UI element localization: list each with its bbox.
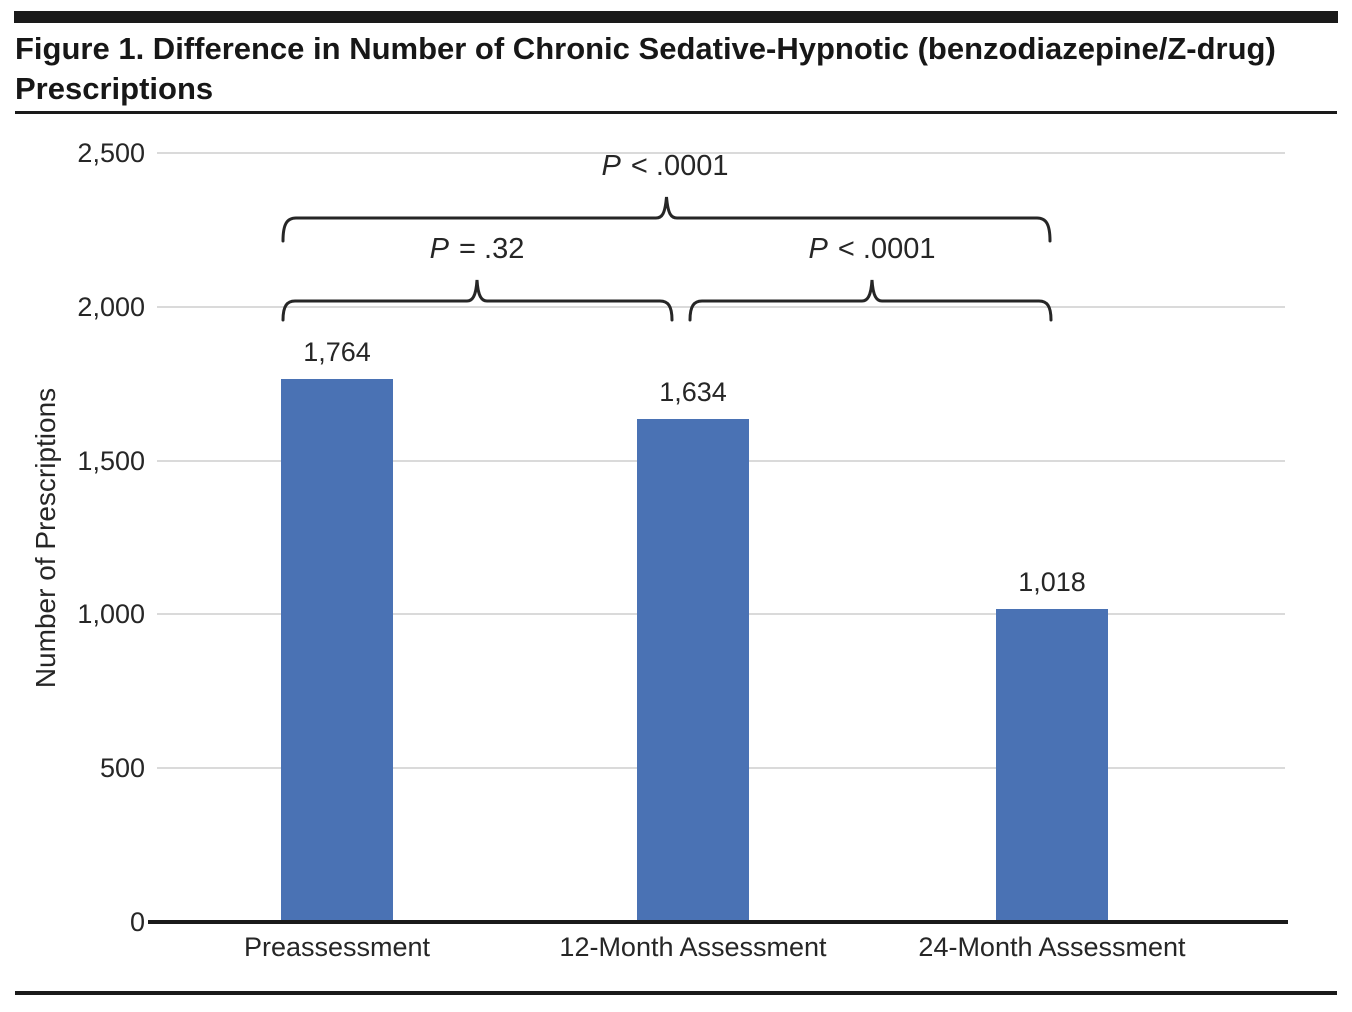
p-value-pre-vs-12mo: P = .32 xyxy=(429,233,525,265)
y-tick-label: 500 xyxy=(99,753,145,784)
bracket-12mo-vs-24mo xyxy=(688,279,1053,322)
gridline xyxy=(157,152,1285,154)
p-value-12mo-vs-24mo: P < .0001 xyxy=(808,233,936,265)
bar-1 xyxy=(281,379,393,922)
y-tick-label: 1,000 xyxy=(77,599,145,630)
bar-3 xyxy=(996,608,1108,922)
x-axis-line xyxy=(148,920,1288,924)
bar-2 xyxy=(637,419,749,922)
y-tick-label: 1,500 xyxy=(77,445,145,476)
bracket-overall xyxy=(281,196,1052,243)
x-category-label: 24-Month Assessment xyxy=(918,932,1186,962)
figure-title: Figure 1. Difference in Number of Chroni… xyxy=(15,31,1276,106)
top-rule xyxy=(14,11,1338,23)
x-category-label: 12-Month Assessment xyxy=(559,932,827,962)
y-tick-label: 2,000 xyxy=(77,291,145,322)
gridline xyxy=(157,305,1285,308)
y-tick-label: 2,500 xyxy=(77,138,145,168)
p-value-overall: P < .0001 xyxy=(601,150,729,182)
bar-value-label: 1,634 xyxy=(659,377,727,408)
bottom-rule xyxy=(15,991,1337,995)
bracket-pre-vs-12mo xyxy=(281,279,674,322)
bar-value-label: 1,764 xyxy=(303,337,371,368)
y-tick-label: 0 xyxy=(129,907,145,937)
x-category-label: Preassessment xyxy=(243,932,431,962)
bar-value-label: 1,018 xyxy=(1018,566,1086,597)
title-divider xyxy=(15,111,1337,114)
